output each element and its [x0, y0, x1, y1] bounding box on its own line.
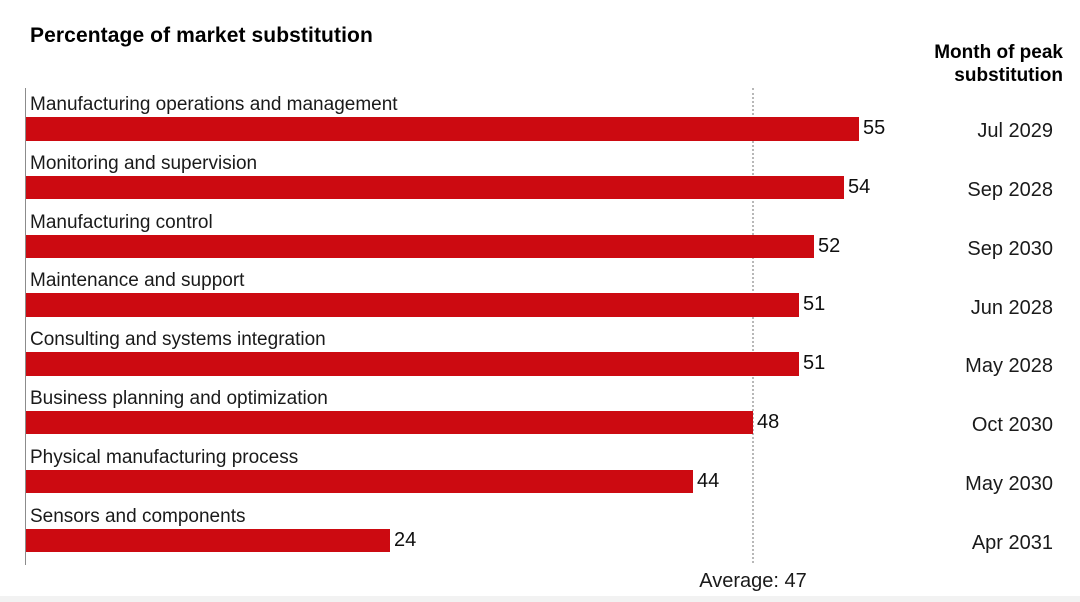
bar — [26, 234, 814, 259]
month-label: Jun 2028 — [970, 296, 1053, 319]
bar — [26, 175, 844, 200]
value-label: 51 — [803, 352, 826, 375]
value-label: 55 — [863, 117, 886, 139]
category-label: Maintenance and support — [30, 270, 245, 292]
value-label: 51 — [803, 293, 826, 316]
category-label: Manufacturing control — [30, 211, 213, 233]
value-label: 52 — [818, 234, 841, 257]
month-label: May 2030 — [965, 473, 1053, 496]
bar-line: 44 — [26, 469, 720, 494]
bottom-edge-strip — [0, 596, 1080, 602]
month-label: May 2028 — [965, 355, 1053, 378]
bar-row: Sensors and components 24 Apr 2031 — [26, 505, 1080, 564]
category-label: Manufacturing operations and management — [30, 94, 398, 115]
bar-line: 51 — [26, 352, 825, 376]
chart-title: Percentage of market substitution — [30, 24, 373, 47]
month-label: Sep 2028 — [967, 179, 1053, 202]
category-label: Consulting and systems integration — [30, 329, 326, 351]
value-label: 24 — [394, 528, 417, 551]
bar-row: Consulting and systems integration 51 May … — [26, 328, 1080, 387]
bar-row: Manufacturing operations and management 5… — [26, 93, 1080, 152]
value-label: 48 — [757, 410, 780, 433]
bar-row: Monitoring and supervision 54 Sep 2028 — [26, 152, 1080, 211]
bar — [26, 410, 753, 435]
bar-line: 52 — [26, 234, 841, 259]
bar — [26, 117, 859, 141]
month-label: Oct 2030 — [971, 414, 1053, 437]
month-column-header-line1: Month of peak — [934, 42, 1063, 63]
bar — [26, 293, 799, 317]
bar-line: 48 — [26, 410, 780, 435]
bar — [26, 528, 390, 553]
category-label: Sensors and components — [30, 505, 246, 527]
category-label: Business planning and optimization — [30, 387, 328, 409]
month-label: Apr 2031 — [971, 531, 1053, 554]
bar-line: 24 — [26, 528, 417, 553]
y-axis-line — [25, 88, 26, 565]
month-label: Sep 2030 — [967, 237, 1053, 260]
bar-line: 55 — [26, 117, 885, 141]
value-label: 54 — [848, 175, 871, 198]
month-column-header: Month of peak substitution — [934, 41, 1063, 87]
average-label: Average: 47 — [699, 570, 807, 592]
value-label: 44 — [697, 469, 720, 492]
bar-line: 51 — [26, 293, 825, 317]
bar-row: Physical manufacturing process 44 May 2030 — [26, 446, 1080, 505]
average-dotted-line — [752, 88, 754, 563]
category-label: Monitoring and supervision — [30, 152, 258, 174]
bar — [26, 352, 799, 376]
bar — [26, 469, 693, 494]
month-label: Jul 2029 — [977, 120, 1053, 143]
bar-line: 54 — [26, 175, 871, 200]
bar-row: Manufacturing control 52 Sep 2030 — [26, 211, 1080, 270]
bar-rows-container: Manufacturing operations and management 5… — [26, 93, 1080, 563]
bar-row: Maintenance and support 51 Jun 2028 — [26, 269, 1080, 328]
category-label: Physical manufacturing process — [30, 446, 299, 468]
bar-row: Business planning and optimization 48 Oct … — [26, 387, 1080, 446]
month-column-header-line2: substitution — [954, 65, 1063, 86]
